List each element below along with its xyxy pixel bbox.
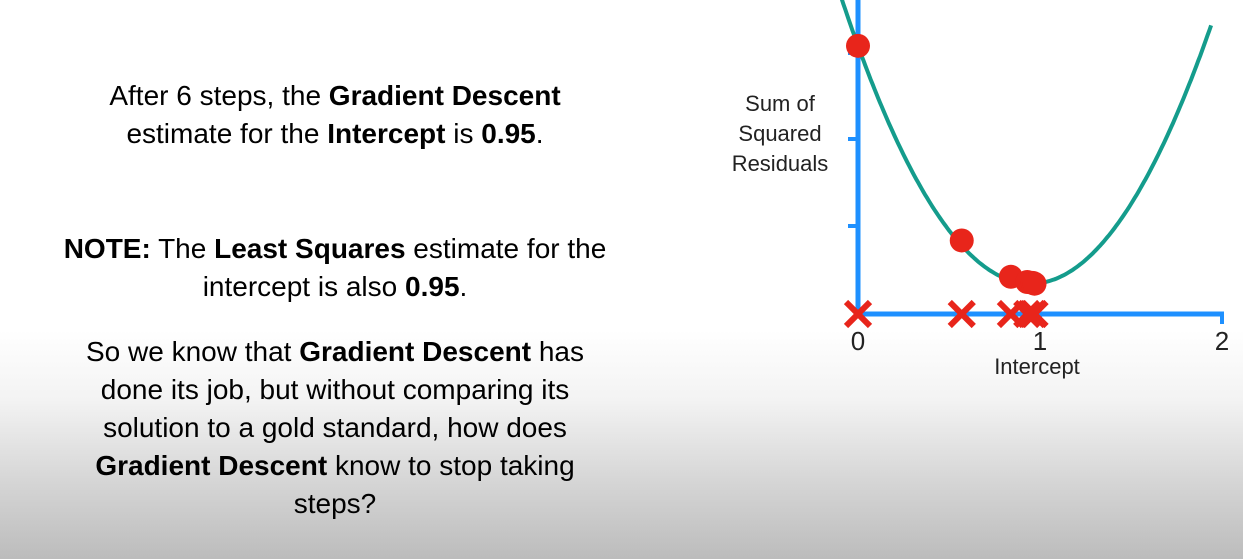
x-tick-label-1: 1 — [1033, 326, 1047, 356]
x-axis-label: Intercept — [994, 354, 1080, 379]
data-point — [949, 228, 974, 253]
x-marker — [947, 299, 976, 329]
question-text: So we know that Gradient Descent has don… — [85, 336, 585, 519]
summary-text: After 6 steps, the Gradient Descent esti… — [109, 80, 561, 149]
x-marker-stroke — [947, 299, 976, 329]
y-axis-label-line-3: Residuals — [732, 151, 829, 176]
x-marker — [843, 299, 873, 329]
y-axis-label-line-2: Squared — [738, 121, 821, 146]
x-marker — [1013, 299, 1042, 329]
sse-curve — [839, 0, 1213, 286]
y-axis-label: Sum of Squared Residuals — [732, 91, 829, 176]
x-marker — [1020, 299, 1049, 329]
data-points — [846, 33, 1047, 296]
x-marker-stroke — [843, 299, 873, 329]
data-point — [1022, 271, 1047, 296]
x-marker-stroke — [1013, 299, 1042, 329]
data-point — [846, 33, 870, 58]
x-marker-stroke — [1020, 299, 1049, 329]
y-axis-label-line-1: Sum of — [745, 91, 816, 116]
x-markers — [843, 299, 1049, 329]
x-tick-labels: 0 1 2 — [851, 326, 1229, 356]
x-tick-label-0: 0 — [851, 326, 865, 356]
note-text: NOTE: The Least Squares estimate for the… — [63, 233, 607, 302]
x-tick-label-2: 2 — [1215, 326, 1229, 356]
